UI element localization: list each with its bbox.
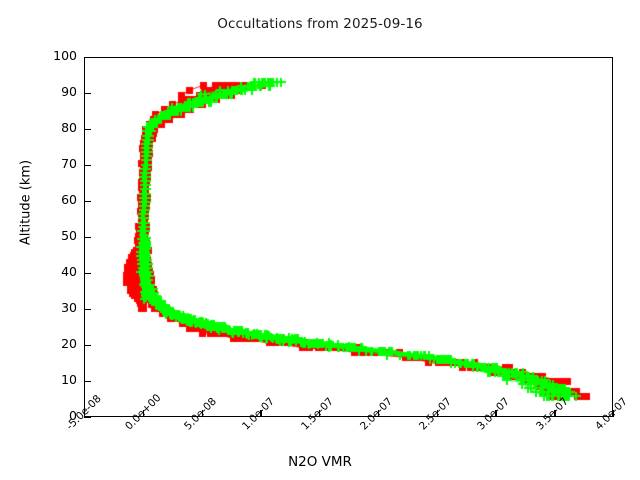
y-tick-mark <box>84 345 91 347</box>
x-tick-mark <box>319 410 321 417</box>
x-tick-mark <box>495 410 497 417</box>
y-tick-mark <box>84 93 91 95</box>
y-tick-mark <box>84 237 91 239</box>
y-tick-mark <box>84 129 91 131</box>
y-tick-label: 70 <box>61 156 77 171</box>
x-tick-mark <box>377 410 380 417</box>
y-tick-label: 100 <box>53 48 77 63</box>
x-axis-title: N2O VMR <box>288 454 352 470</box>
y-tick-label: 30 <box>61 300 77 315</box>
y-tick-label: 80 <box>61 120 77 135</box>
x-tick-mark <box>142 410 145 417</box>
plot-title: Occultations from 2025-09-16 <box>217 16 423 32</box>
y-tick-label: 20 <box>61 336 77 351</box>
y-tick-mark <box>84 417 91 419</box>
scatter-data-canvas <box>85 58 614 418</box>
y-tick-mark <box>84 309 91 311</box>
x-tick-mark <box>554 410 556 417</box>
y-tick-label: 90 <box>61 84 77 99</box>
y-tick-mark <box>84 165 91 167</box>
y-tick-label: 50 <box>61 228 77 243</box>
y-tick-label: 10 <box>61 372 77 387</box>
x-tick-mark <box>84 410 86 417</box>
plot-frame <box>84 57 614 418</box>
x-tick-mark <box>201 410 203 417</box>
x-tick-mark <box>613 410 615 417</box>
y-tick-label: 60 <box>61 192 77 207</box>
y-axis-title: Altitude (km) <box>18 159 34 246</box>
y-tick-mark <box>84 381 91 383</box>
x-tick-mark <box>436 410 438 417</box>
y-tick-mark <box>84 273 91 275</box>
y-tick-mark <box>84 57 91 59</box>
y-tick-mark <box>84 201 91 203</box>
x-tick-mark <box>260 410 262 417</box>
y-tick-label: 40 <box>61 264 77 279</box>
y-tick-label: 0 <box>69 408 77 423</box>
